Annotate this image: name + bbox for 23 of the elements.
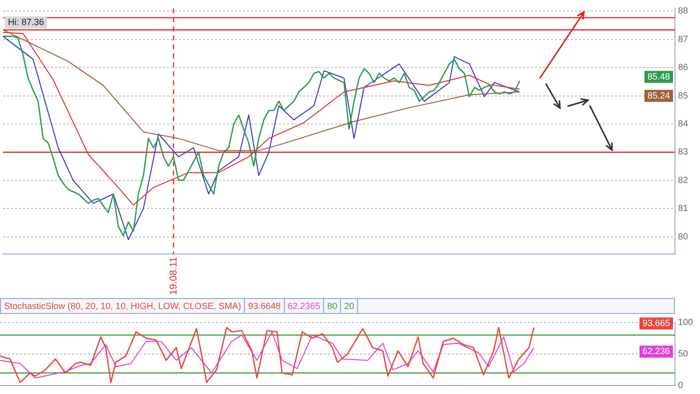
y-tick-label: 50 xyxy=(678,348,688,358)
annotation: 62.236 xyxy=(642,346,670,356)
y-tick-label: 0 xyxy=(678,380,684,390)
text: 93.6648 xyxy=(245,299,285,313)
annotation: 93.665 xyxy=(642,318,670,328)
chart-title: StochasticSlow (80, 20, 10, 10, HIGH, LOW, CLOSE, SMA) xyxy=(1,299,246,313)
annotation: 85.48 xyxy=(647,71,670,82)
y-tick-label: 86 xyxy=(678,62,688,72)
y-tick-label: 80 xyxy=(678,231,688,242)
y-tick-label: 87 xyxy=(678,34,688,44)
ref-line-label: 20 xyxy=(341,299,358,313)
text: 62.2365 xyxy=(284,299,324,313)
annotation: Hi: 87.36 xyxy=(8,16,44,27)
y-tick-label: 85 xyxy=(678,90,688,100)
y-tick-label: 83 xyxy=(678,146,688,157)
y-tick-label: 84 xyxy=(678,118,688,129)
y-tick-label: 81 xyxy=(678,203,688,214)
y-tick-label: 82 xyxy=(678,174,688,185)
x-tick-label: 19.08.11 xyxy=(168,256,180,296)
y-tick-label: 100 xyxy=(678,316,694,327)
y-tick-label: 88 xyxy=(678,6,688,16)
ref-line-label: 80 xyxy=(324,299,342,313)
annotation: 85.24 xyxy=(647,90,670,100)
